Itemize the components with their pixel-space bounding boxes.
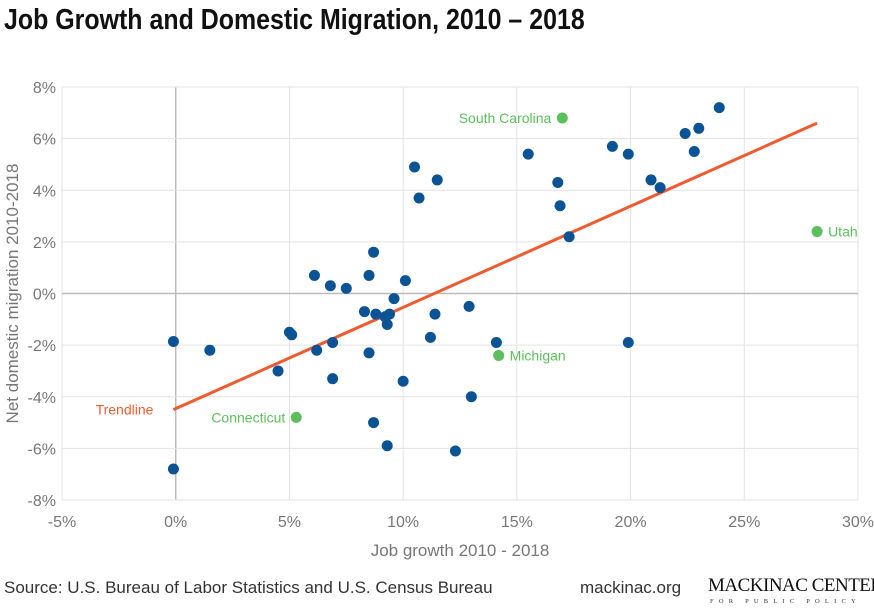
data-point [563,231,575,243]
x-tick-label: 5% [278,514,301,531]
data-point [388,293,400,305]
data-point [308,269,320,281]
data-point [409,161,421,173]
data-point [363,269,375,281]
data-point [368,417,380,429]
x-tick-label: 20% [615,514,647,531]
x-tick-label: 0% [164,514,187,531]
data-point [622,337,634,349]
x-axis-label: Job growth 2010 - 2018 [371,541,550,560]
data-point [465,391,477,403]
x-tick-label: -5% [48,514,76,531]
data-point [167,463,179,475]
mackinac-logo: MACKINAC CENTER FOR PUBLIC POLICY [708,570,874,608]
data-point [449,445,461,457]
y-tick-label: 4% [33,183,56,200]
data-point [286,329,298,341]
trendline-label: Trendline [96,402,154,418]
trendline [172,121,818,412]
x-tick-label: 30% [842,514,874,531]
chart-title: Job Growth and Domestic Migration, 2010 … [4,4,585,36]
data-point [363,347,375,359]
data-point [340,282,352,294]
data-point [413,192,425,204]
y-tick-label: -4% [28,390,56,407]
data-point [311,344,323,356]
y-tick-label: 8% [33,80,56,97]
data-point [693,122,705,134]
data-point [679,127,691,139]
data-point [645,174,657,186]
data-point [324,280,336,292]
y-tick-label: -6% [28,441,56,458]
y-tick-label: -2% [28,338,56,355]
data-point [370,308,382,320]
highlight-point [493,349,505,361]
data-point [688,146,700,158]
data-point [622,148,634,160]
data-point [463,300,475,312]
highlight-label: South Carolina [459,110,552,126]
highlight-point [290,411,302,423]
highlight-point [556,112,568,124]
data-point [204,344,216,356]
x-tick-label: 25% [728,514,760,531]
y-tick-label: 0% [33,287,56,304]
data-point [431,174,443,186]
data-point [358,306,370,318]
data-point [399,275,411,287]
data-point [397,375,409,387]
data-point [490,337,502,349]
x-tick-label: 15% [501,514,533,531]
y-axis-label: Net domestic migration 2010-2018 [3,164,22,424]
data-point [327,337,339,349]
highlight-label: Utah [828,224,858,240]
data-point [368,246,380,258]
logo-sub: FOR PUBLIC POLICY [710,598,861,605]
data-point [381,440,393,452]
data-point [424,331,436,343]
data-point [654,182,666,194]
highlight-label: Connecticut [211,409,285,425]
highlight-label: Michigan [510,347,566,363]
y-tick-label: -8% [28,493,56,510]
highlight-point [811,226,823,238]
data-point [383,308,395,320]
data-point [272,365,284,377]
data-point [554,200,566,212]
logo-main: MACKINAC CENTER [708,575,874,596]
x-tick-label: 10% [387,514,419,531]
data-point [429,308,441,320]
site-link[interactable]: mackinac.org [580,578,682,597]
data-point [522,148,534,160]
data-point [381,318,393,330]
data-point [606,140,618,152]
y-tick-label: 2% [33,235,56,252]
source-note: Source: U.S. Bureau of Labor Statistics … [4,578,493,597]
data-point [167,336,179,348]
data-point [327,373,339,385]
y-tick-label: 6% [33,132,56,149]
data-point [713,102,725,114]
data-point [552,177,564,189]
